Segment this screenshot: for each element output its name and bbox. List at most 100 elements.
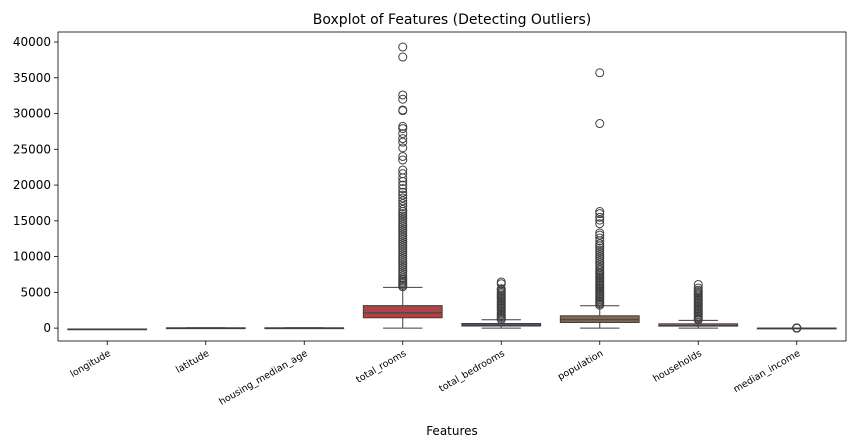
x-axis: longitude latitude housing_median_age total…	[68, 341, 802, 408]
outlier-point	[398, 226, 408, 236]
outlier-point	[398, 151, 408, 161]
outlier-point	[595, 228, 605, 238]
outlier-point	[496, 277, 506, 287]
y-tick-label: 40000	[13, 35, 51, 49]
iqr-box	[559, 315, 640, 323]
y-tick-label: 25000	[13, 142, 51, 156]
x-axis-label: Features	[426, 424, 478, 438]
outlier-point	[595, 245, 605, 255]
outlier-point	[398, 90, 408, 100]
outlier-point	[595, 209, 605, 219]
box-median_income	[756, 323, 837, 333]
outlier-point	[595, 260, 605, 270]
y-axis: 0 5000 10000 15000 20000 25000 30000 35000 40000	[13, 35, 58, 335]
outlier-point	[398, 121, 408, 131]
outlier-point	[595, 219, 605, 229]
box-latitude	[165, 327, 246, 330]
outlier-point	[398, 243, 408, 253]
outlier-point	[398, 124, 408, 134]
outlier-point	[398, 234, 408, 244]
outlier-point	[398, 190, 408, 200]
outlier-point	[398, 249, 408, 259]
x-tick-label: total_bedrooms	[437, 348, 507, 395]
x-tick-label: median_income	[732, 348, 803, 395]
outlier-point	[398, 94, 408, 104]
outlier-point	[398, 134, 408, 144]
y-tick-label: 35000	[13, 71, 51, 85]
outlier-point	[398, 187, 408, 197]
outlier-point	[398, 239, 408, 249]
outlier-point	[595, 258, 605, 268]
outlier-point	[398, 137, 408, 147]
outlier-point	[398, 247, 408, 257]
outlier-point	[398, 254, 408, 264]
outlier-point	[595, 119, 605, 129]
outlier-point	[792, 323, 802, 333]
outlier-point	[398, 230, 408, 240]
outlier-point	[398, 219, 408, 229]
y-tick-label: 5000	[20, 285, 51, 299]
outlier-point	[595, 68, 605, 78]
y-tick-label: 0	[43, 321, 51, 335]
outlier-point	[398, 271, 408, 281]
y-tick-label: 30000	[13, 107, 51, 121]
x-tick-label: total_rooms	[354, 348, 408, 386]
outlier-point	[398, 105, 408, 115]
outlier-point	[398, 222, 408, 232]
outlier-point	[595, 254, 605, 264]
x-tick-label: population	[556, 348, 605, 383]
outlier-point	[398, 52, 408, 62]
outlier-point	[496, 284, 506, 294]
box-total_rooms	[362, 42, 443, 329]
y-tick-label: 20000	[13, 178, 51, 192]
outlier-point	[398, 209, 408, 219]
outlier-point	[398, 180, 408, 190]
x-tick-label: housing_median_age	[217, 348, 309, 408]
outlier-point	[398, 252, 408, 262]
plot-area	[57, 31, 847, 342]
box-households	[658, 279, 739, 329]
chart-title: Boxplot of Features (Detecting Outliers)	[313, 12, 591, 28]
outlier-point	[398, 165, 408, 175]
outlier-point	[693, 283, 703, 293]
iqr-box	[362, 305, 443, 319]
outlier-point	[398, 245, 408, 255]
outlier-point	[398, 143, 408, 153]
outlier-point	[398, 184, 408, 194]
outlier-point	[595, 233, 605, 243]
x-tick-label: longitude	[68, 348, 112, 380]
outlier-point	[595, 243, 605, 253]
outlier-point	[398, 224, 408, 234]
outlier-point	[398, 199, 408, 209]
outlier-point	[595, 256, 605, 266]
outlier-point	[595, 230, 605, 240]
outlier-point	[595, 249, 605, 259]
outlier-point	[398, 215, 408, 225]
y-tick-label: 15000	[13, 214, 51, 228]
outlier-point	[398, 129, 408, 139]
outlier-point	[398, 169, 408, 179]
x-tick-label: households	[651, 348, 703, 385]
outlier-point	[398, 42, 408, 52]
outlier-point	[398, 211, 408, 221]
outlier-point	[398, 228, 408, 238]
outlier-point	[693, 279, 703, 289]
outlier-point	[398, 256, 408, 266]
outlier-point	[595, 215, 605, 225]
outlier-point	[398, 241, 408, 251]
outlier-point	[398, 264, 408, 274]
outlier-point	[595, 262, 605, 272]
outlier-point	[398, 232, 408, 242]
outlier-point	[595, 212, 605, 222]
outlier-point	[595, 247, 605, 257]
outlier-point	[398, 202, 408, 212]
box-total_bedrooms	[461, 277, 542, 329]
outlier-point	[398, 269, 408, 279]
box-population	[559, 68, 640, 329]
outlier-point	[398, 196, 408, 206]
outlier-point	[398, 193, 408, 203]
outlier-point	[398, 237, 408, 247]
box-longitude	[67, 328, 148, 331]
outlier-point	[398, 213, 408, 223]
